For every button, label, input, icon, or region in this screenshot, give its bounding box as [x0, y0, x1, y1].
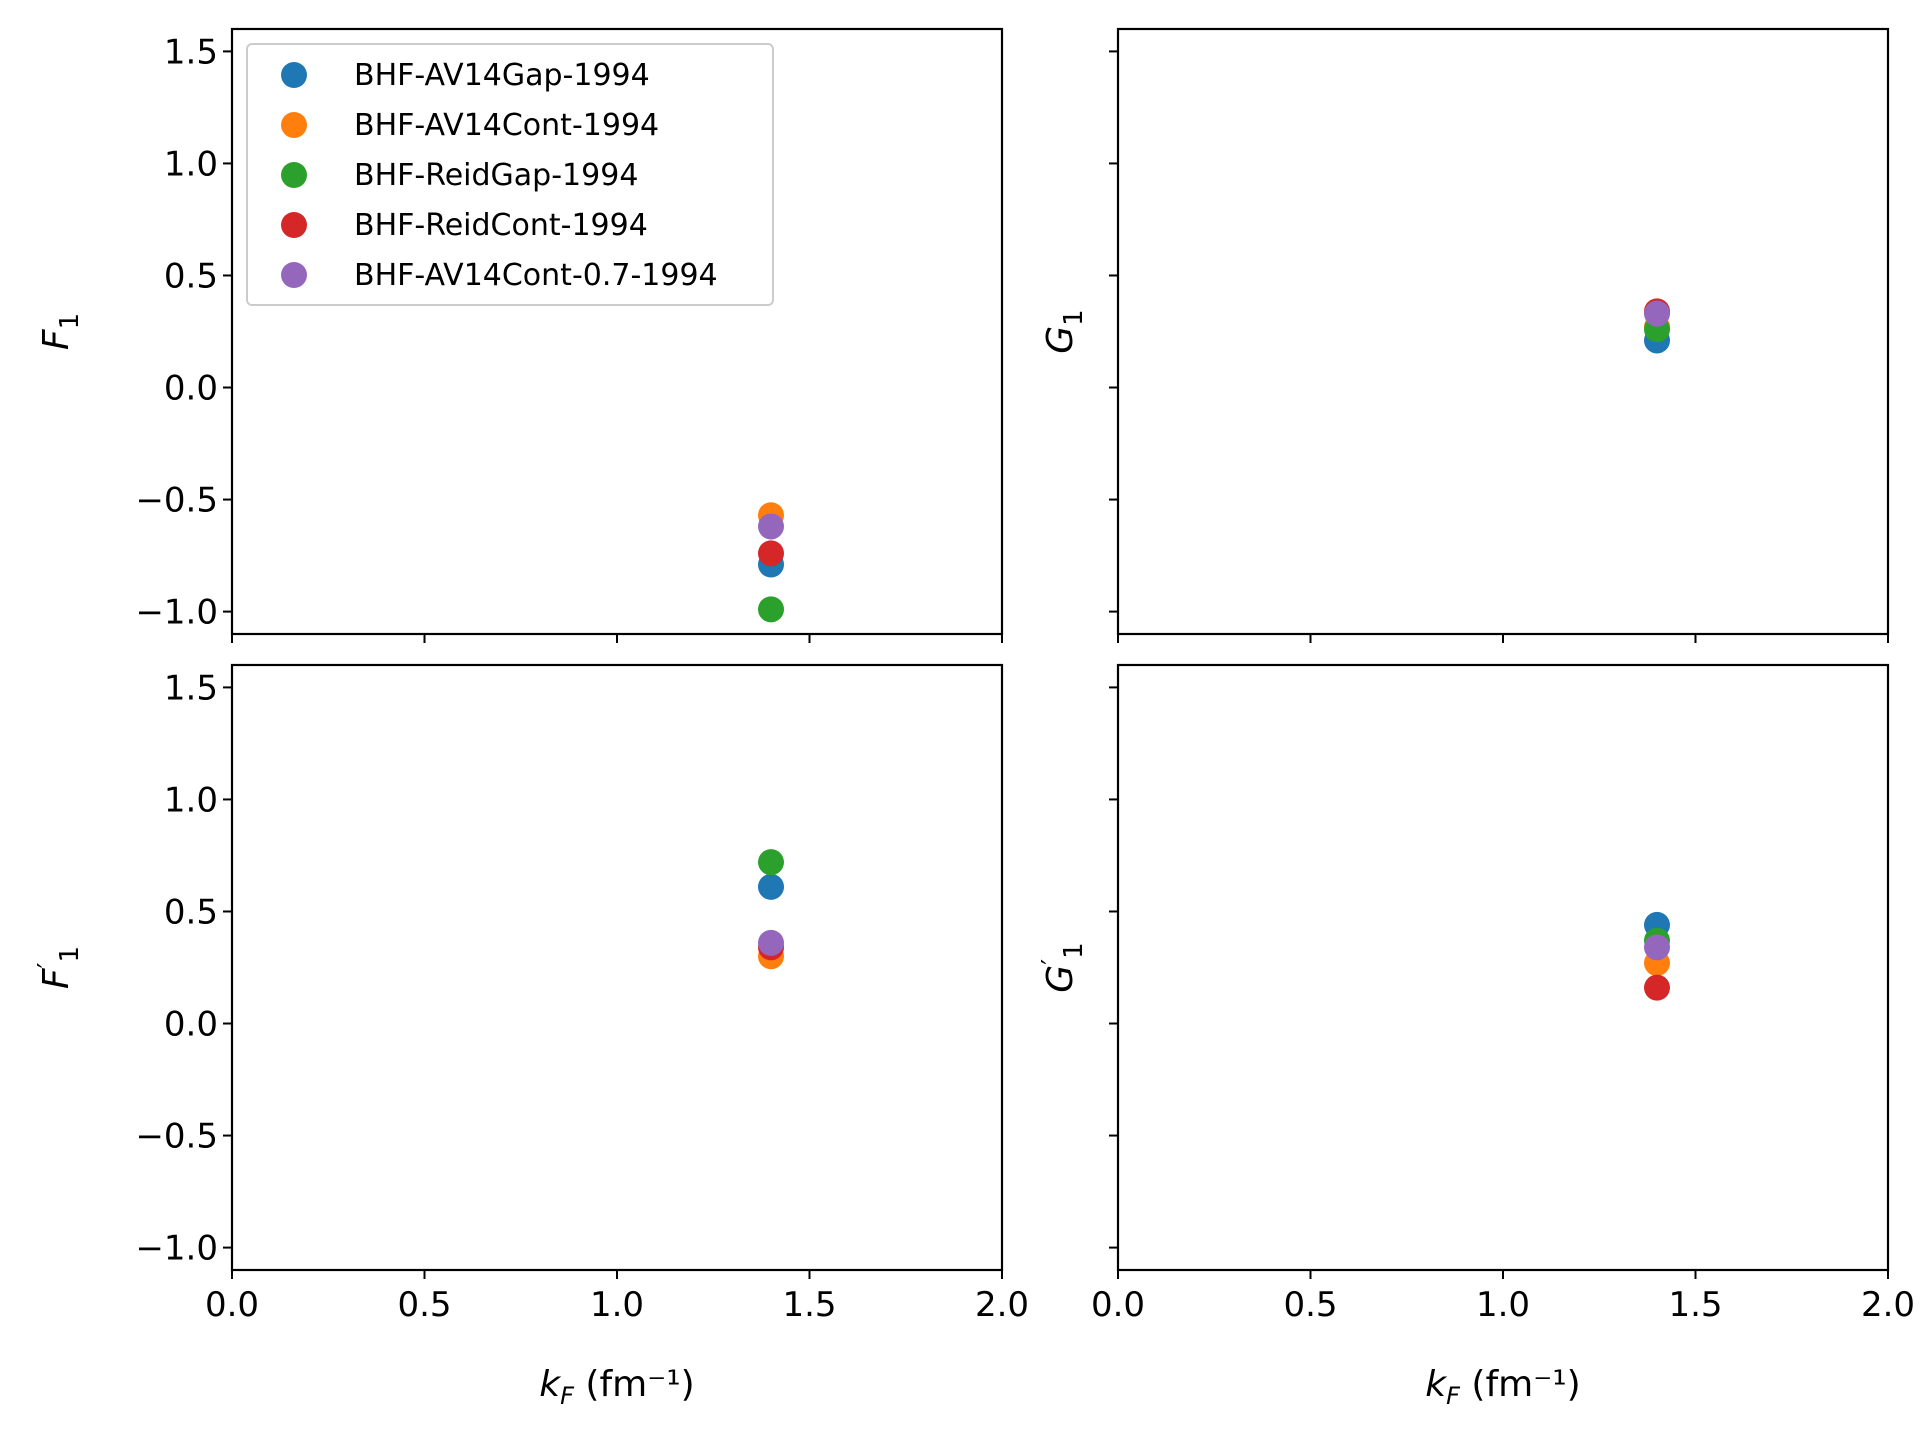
- data-point: [758, 929, 784, 956]
- panel-G1prime: 0.0 0.5 1.0 1.5 2.0 G′1 kF (fm⁻¹): [1037, 663, 1915, 1410]
- y-axis-label: F1: [36, 313, 85, 350]
- legend-label: BHF-ReidCont-1994: [354, 208, 648, 243]
- x-tick-label: 2.0: [1861, 1285, 1915, 1325]
- y-tick-label: −0.5: [135, 1117, 218, 1157]
- legend-marker: [281, 62, 307, 88]
- x-tick-label: 1.5: [782, 1285, 836, 1325]
- data-point: [758, 873, 784, 900]
- legend-marker: [281, 262, 307, 288]
- data-point: [1644, 934, 1670, 961]
- y-axis-label: F′1: [33, 946, 85, 989]
- y-tick-label: −1.0: [135, 593, 218, 633]
- legend-marker: [281, 212, 307, 238]
- legend-label: BHF-ReidGap-1994: [354, 158, 638, 193]
- x-tick-label: 0.5: [1283, 1285, 1337, 1325]
- legend: BHF-AV14Gap-1994 BHF-AV14Cont-1994 BHF-Rei…: [246, 43, 774, 306]
- legend-marker: [281, 162, 307, 188]
- legend-frame: [246, 43, 774, 306]
- legend-label: BHF-AV14Cont-1994: [354, 108, 659, 143]
- y-tick-label: −1.0: [135, 1229, 218, 1269]
- x-tick-label: 1.5: [1668, 1285, 1722, 1325]
- y-tick-label: −0.5: [135, 481, 218, 521]
- plot-frame: [1116, 663, 1890, 1272]
- panel-G1: G1: [1040, 27, 1890, 643]
- x-tick-label: 0.0: [205, 1285, 259, 1325]
- x-tick-label: 1.0: [590, 1285, 644, 1325]
- legend-label: BHF-AV14Cont-0.7-1994: [354, 258, 718, 293]
- data-point: [758, 849, 784, 876]
- y-tick-label: 0.0: [164, 1005, 218, 1045]
- legend-label: BHF-AV14Gap-1994: [354, 58, 650, 93]
- panel-F1prime: 0.0 0.5 1.0 1.5 2.0 −1.0 −0.5 0.0 0.5 1.0 1.5 F′1 kF…: [33, 663, 1029, 1410]
- y-axis-label: G′1: [1037, 942, 1089, 992]
- y-tick-label: 0.0: [164, 369, 218, 409]
- data-point: [758, 596, 784, 623]
- y-tick-label: 1.0: [164, 780, 218, 820]
- y-tick-label: 0.5: [164, 892, 218, 932]
- x-tick-label: 1.0: [1476, 1285, 1530, 1325]
- x-tick-label: 2.0: [975, 1285, 1029, 1325]
- y-tick-label: 1.5: [164, 668, 218, 708]
- data-point: [1644, 974, 1670, 1001]
- data-point: [758, 513, 784, 540]
- y-tick-label: 0.5: [164, 256, 218, 296]
- x-tick-label: 0.0: [1091, 1285, 1145, 1325]
- data-point: [758, 540, 784, 567]
- x-tick-label: 0.5: [397, 1285, 451, 1325]
- y-axis-label: G1: [1040, 309, 1089, 353]
- plot-frame: [1116, 27, 1890, 636]
- x-axis-label: kF (fm⁻¹): [539, 1364, 694, 1410]
- data-point: [1644, 300, 1670, 327]
- y-tick-label: 1.0: [164, 144, 218, 184]
- legend-marker: [281, 112, 307, 138]
- x-axis-label: kF (fm⁻¹): [1425, 1364, 1580, 1410]
- plot-frame: [230, 663, 1004, 1272]
- y-tick-label: 1.5: [164, 32, 218, 72]
